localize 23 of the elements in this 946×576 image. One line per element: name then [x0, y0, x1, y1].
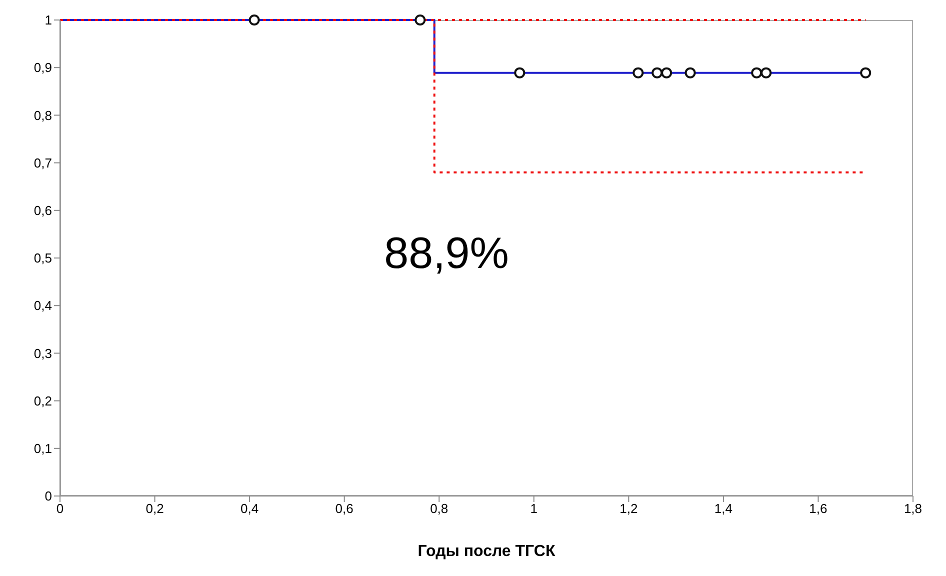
- x-tick-label: 0,4: [240, 501, 259, 516]
- y-tick-label: 0,6: [34, 203, 52, 218]
- x-tick-label: 1,4: [714, 501, 732, 516]
- x-tick-label: 0: [56, 501, 64, 516]
- x-tick-label: 1,6: [809, 501, 828, 516]
- x-tick-label: 0,6: [335, 501, 354, 516]
- y-tick-label: 0,7: [34, 155, 52, 170]
- y-tick-label: 0,1: [34, 441, 52, 456]
- x-tick-label: 0,2: [146, 501, 164, 516]
- y-tick-label: 0,3: [34, 346, 52, 361]
- y-tick-label: 0,9: [34, 60, 52, 76]
- annotation: 88,9%: [384, 229, 509, 280]
- x-tick-label: 1,8: [904, 501, 922, 516]
- x-axis-title: Годы после ТГСК: [418, 543, 556, 560]
- y-tick-label: 0,2: [34, 393, 52, 408]
- y-tick-label: 0,4: [34, 298, 52, 314]
- y-tick-label: 0: [44, 488, 52, 504]
- y-tick-label: 1: [44, 12, 52, 28]
- x-tick-label: 1: [530, 501, 538, 516]
- x-tick-label: 1,2: [620, 501, 638, 516]
- x-tick-label: 0,8: [430, 501, 448, 516]
- y-tick-label: 0,8: [34, 108, 52, 123]
- y-tick-label: 0,5: [34, 250, 52, 266]
